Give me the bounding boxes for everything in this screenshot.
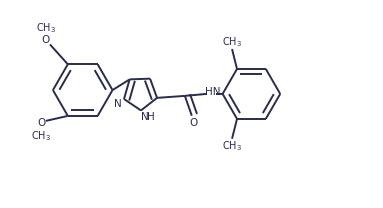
Text: CH$_3$: CH$_3$ [36, 22, 56, 35]
Text: CH$_3$: CH$_3$ [222, 35, 242, 49]
Text: H: H [147, 112, 155, 122]
Text: O: O [42, 35, 50, 45]
Text: O: O [190, 118, 198, 128]
Text: N: N [114, 99, 122, 109]
Text: HN: HN [205, 87, 221, 97]
Text: O: O [37, 118, 45, 128]
Text: CH$_3$: CH$_3$ [222, 139, 242, 152]
Text: CH$_3$: CH$_3$ [31, 129, 51, 143]
Text: N: N [141, 112, 149, 122]
